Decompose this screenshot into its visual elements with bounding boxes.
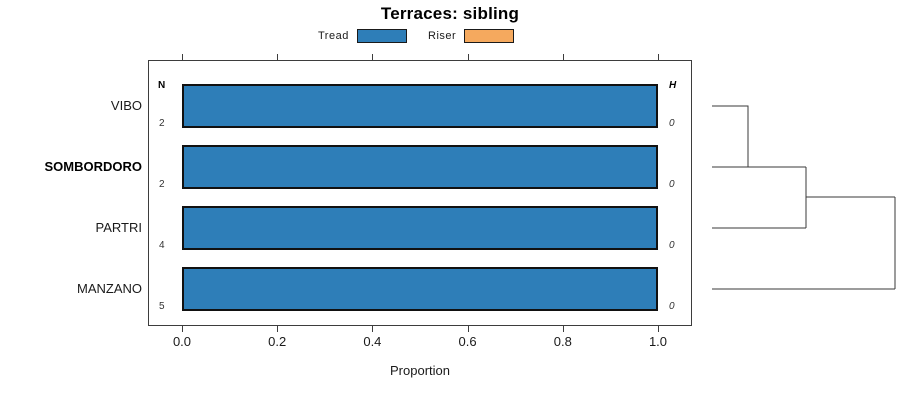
n-value-vibo: 2 bbox=[159, 118, 165, 129]
x-tick-label-3: 0.6 bbox=[458, 334, 477, 349]
x-tick-mark-top-1 bbox=[277, 54, 279, 60]
x-tick-mark-bottom-4 bbox=[562, 326, 564, 332]
x-tick-label-1: 0.2 bbox=[268, 334, 287, 349]
x-tick-mark-top-0 bbox=[182, 54, 183, 60]
row-label-sombordoro: SOMBORDORO bbox=[44, 159, 143, 174]
chart-title: Terraces: sibling bbox=[380, 4, 520, 23]
h-value-sombordoro: 0 bbox=[669, 179, 675, 190]
n-value-partri: 4 bbox=[159, 240, 165, 251]
x-tick-mark-bottom-0 bbox=[182, 326, 183, 332]
chart-legend: Tread Riser bbox=[310, 27, 590, 45]
x-tick-mark-top-4 bbox=[562, 54, 564, 60]
legend-label-riser: Riser bbox=[428, 30, 457, 42]
legend-swatch-tread bbox=[356, 29, 407, 43]
x-tick-mark-bottom-3 bbox=[467, 326, 469, 332]
bar-tread-vibo bbox=[182, 84, 658, 128]
x-axis-title: Proportion bbox=[390, 363, 450, 378]
h-value-manzano: 0 bbox=[669, 301, 675, 312]
x-tick-mark-bottom-5 bbox=[658, 326, 659, 332]
row-label-vibo: VIBO bbox=[110, 98, 142, 113]
n-value-sombordoro: 2 bbox=[159, 179, 165, 190]
n-value-manzano: 5 bbox=[159, 301, 165, 312]
x-tick-label-5: 1.0 bbox=[648, 334, 668, 349]
dendrogram bbox=[696, 60, 900, 326]
x-tick-mark-bottom-1 bbox=[277, 326, 279, 332]
x-tick-label-4: 0.8 bbox=[553, 334, 572, 349]
h-value-partri: 0 bbox=[669, 240, 675, 251]
row-label-partri: PARTRI bbox=[95, 220, 142, 235]
legend-swatch-riser bbox=[464, 29, 515, 43]
bar-tread-partri bbox=[182, 206, 658, 250]
bar-tread-sombordoro bbox=[182, 145, 658, 189]
x-tick-label-2: 0.4 bbox=[363, 334, 382, 349]
h-value-vibo: 0 bbox=[669, 118, 675, 129]
x-tick-label-0: 0.0 bbox=[172, 334, 192, 349]
dendro-merge-vibo-sombordoro bbox=[712, 105, 806, 168]
bar-tread-manzano bbox=[182, 267, 658, 311]
x-tick-mark-top-2 bbox=[372, 54, 374, 60]
column-header-n: N bbox=[158, 80, 166, 91]
x-tick-mark-top-5 bbox=[658, 54, 659, 60]
column-header-h: H bbox=[669, 80, 677, 91]
row-labels: VIBO SOMBORDORO PARTRI MANZANO bbox=[0, 0, 143, 400]
legend-entry-riser: Riser bbox=[428, 27, 515, 45]
row-label-manzano: MANZANO bbox=[77, 281, 142, 296]
x-tick-mark-bottom-2 bbox=[372, 326, 374, 332]
x-tick-mark-top-3 bbox=[467, 54, 469, 60]
legend-label-tread: Tread bbox=[318, 30, 349, 42]
dendrogram-svg bbox=[712, 105, 896, 290]
legend-entry-tread: Tread bbox=[318, 27, 407, 45]
